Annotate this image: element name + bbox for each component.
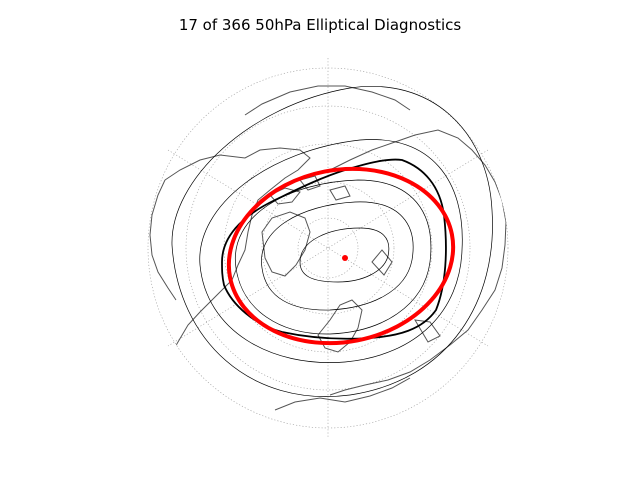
coastline-greenland: [261, 211, 311, 277]
coastline-pacific: [244, 85, 411, 116]
contour-line: [261, 201, 414, 311]
ellipse-centroid: [342, 255, 348, 261]
coastline-africa: [274, 377, 411, 411]
latitude-circle: [223, 143, 433, 353]
contour-line: [171, 86, 493, 397]
highlighted-contour: [221, 158, 447, 340]
contour-line: [299, 227, 390, 283]
diagnostic-ellipse: [226, 166, 456, 346]
figure-title: 17 of 366 50hPa Elliptical Diagnostics: [178, 16, 462, 34]
graticule: [147, 58, 509, 438]
latitude-circle: [147, 67, 509, 429]
geopotential-contours: [171, 86, 493, 397]
coastline-north-america: [149, 147, 311, 357]
contour-line: [199, 139, 463, 363]
